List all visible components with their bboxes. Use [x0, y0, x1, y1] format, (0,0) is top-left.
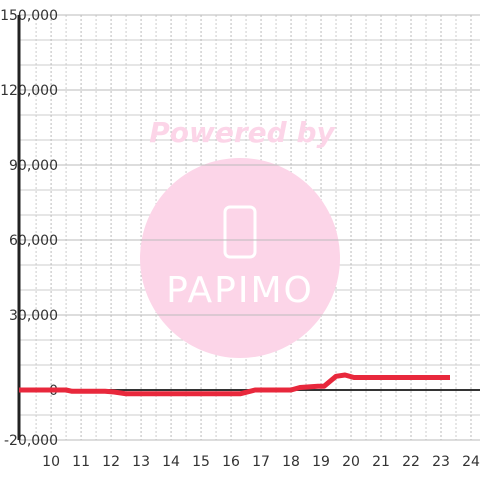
watermark-logo: PAPIMO	[166, 270, 314, 311]
x-tick-label: 17	[252, 454, 270, 470]
y-tick-label: 120,000	[0, 83, 58, 99]
y-tick-label: 60,000	[9, 233, 58, 249]
x-tick-label: 16	[222, 454, 240, 470]
x-tick-label: 14	[162, 454, 180, 470]
x-tick-label: 24	[462, 454, 480, 470]
line	[19, 372, 450, 397]
x-tick-label: 20	[342, 454, 360, 470]
y-tick-label: 90,000	[9, 158, 58, 174]
y-tick-label: 150,000	[0, 8, 58, 24]
x-tick-label: 15	[192, 454, 210, 470]
watermark-icon	[223, 205, 257, 259]
x-tick-label: 13	[132, 454, 150, 470]
x-tick-label: 12	[102, 454, 120, 470]
x-tick-label: 18	[282, 454, 300, 470]
x-tick-label: 22	[402, 454, 420, 470]
x-tick-label: 23	[432, 454, 450, 470]
x-tick-label: 10	[42, 454, 60, 470]
x-tick-label: 11	[72, 454, 90, 470]
y-tick-label: 30,000	[9, 308, 58, 324]
watermark-text: Powered by	[149, 116, 336, 149]
x-tick-label: 19	[312, 454, 330, 470]
x-tick-label: 21	[372, 454, 390, 470]
y-tick-label: -20,000	[4, 433, 58, 449]
